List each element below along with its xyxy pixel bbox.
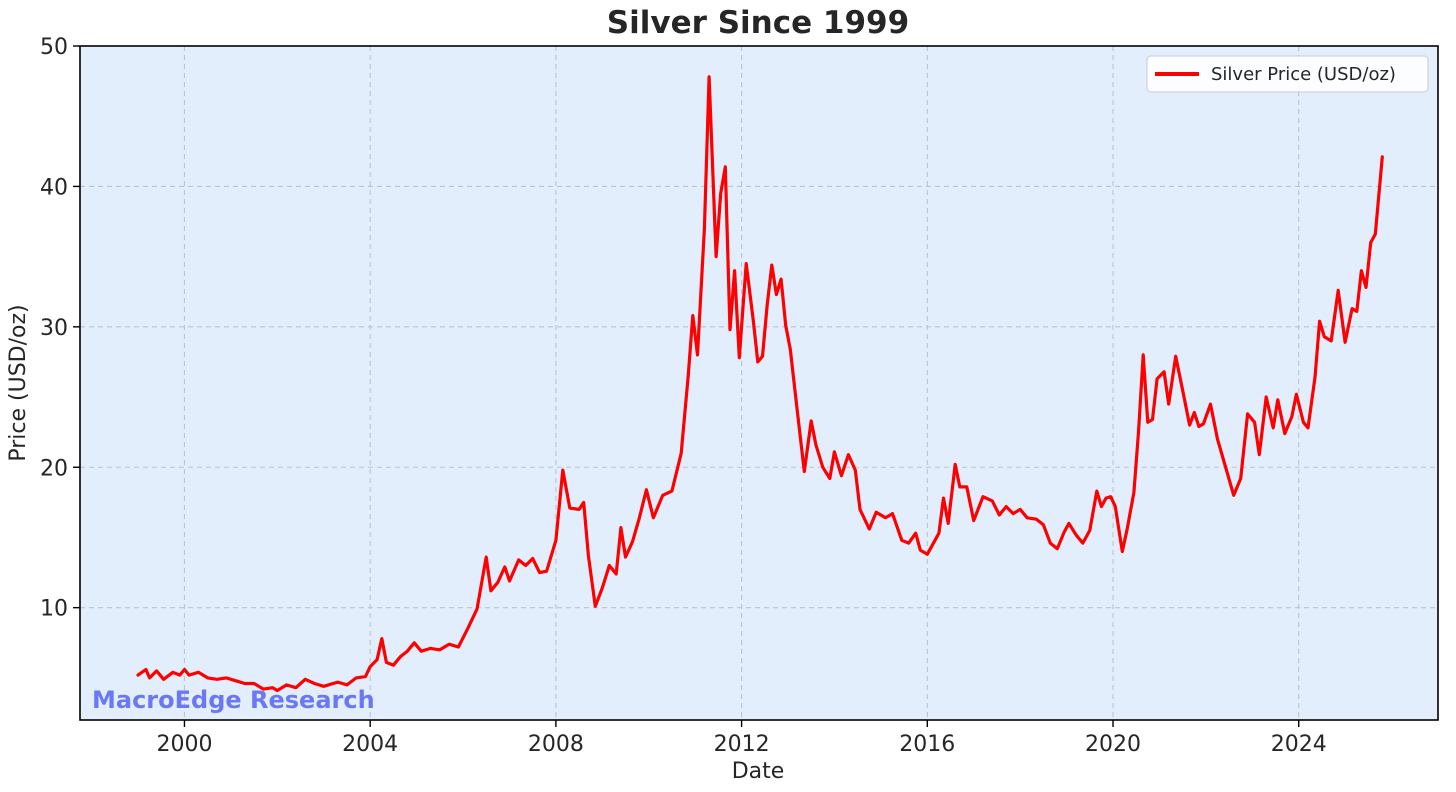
x-tick-label: 2012 <box>714 732 770 757</box>
series-line-silver-price <box>136 75 1384 693</box>
legend-box <box>1146 55 1429 93</box>
legend: Silver Price (USD/oz) <box>1146 55 1429 93</box>
y-tick-label: 10 <box>40 597 68 622</box>
series-layer <box>136 75 1384 693</box>
y-tick-label: 50 <box>40 35 68 60</box>
x-axis-label: Date <box>732 759 785 784</box>
x-tick-label: 2004 <box>342 732 398 757</box>
plot-area <box>80 46 1438 720</box>
plot-frame <box>79 45 1439 721</box>
x-tick-label: 2016 <box>899 732 955 757</box>
x-tick-label: 2024 <box>1271 732 1327 757</box>
legend-label: Silver Price (USD/oz) <box>1211 64 1396 85</box>
x-tick-label: 2008 <box>528 732 584 757</box>
x-tick-label: 2000 <box>156 732 212 757</box>
y-tick-label: 40 <box>40 175 68 200</box>
x-tick-label: 2020 <box>1085 732 1141 757</box>
chart-title: Silver Since 1999 <box>607 5 909 41</box>
y-tick-label: 30 <box>40 316 68 341</box>
axis-ticks: 2000 2004 2008 2012 2016 2020 2024 10 20 30 40 50 <box>40 35 1327 757</box>
y-axis-label: Price (USD/oz) <box>6 304 31 461</box>
y-tick-label: 20 <box>40 456 68 481</box>
watermark-text: MacroEdge Research <box>92 686 375 714</box>
